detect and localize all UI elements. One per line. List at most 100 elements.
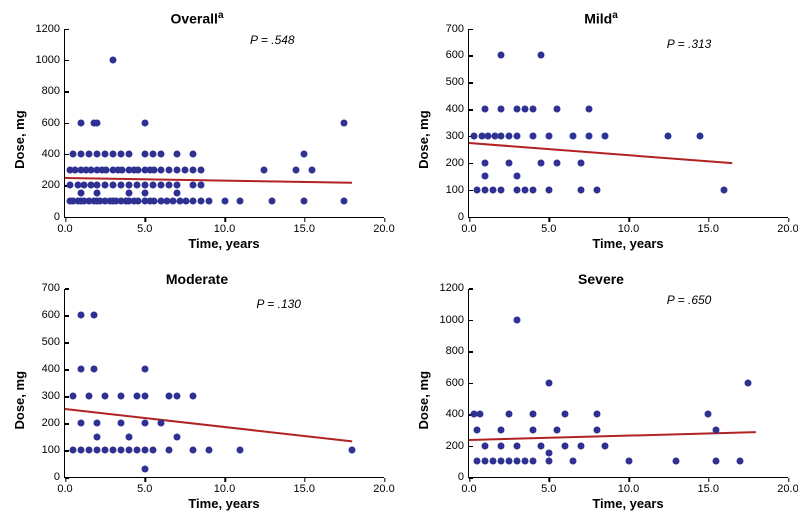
data-point [157,166,164,173]
data-point [569,458,576,465]
data-point [173,182,180,189]
data-point [165,393,172,400]
data-point [481,458,488,465]
data-point [133,447,140,454]
data-point [165,447,172,454]
x-tick: 10.0 [618,483,639,495]
data-point [481,186,488,193]
data-point [149,150,156,157]
data-point [553,426,560,433]
y-tick: 800 [429,345,464,357]
x-tick: 5.0 [541,223,556,235]
data-point [141,190,148,197]
data-point [529,458,536,465]
y-tick: 500 [25,336,60,348]
data-point [309,166,316,173]
data-point [93,119,100,126]
x-axis-label: Time, years [64,496,384,511]
plot-area: 0200400600800100012000.05.010.015.020.0P… [64,29,384,218]
data-point [77,312,84,319]
data-point [77,420,84,427]
data-point [497,106,504,113]
x-tick: 10.0 [214,483,235,495]
data-point [513,132,520,139]
trend-line [65,408,352,442]
data-point [101,150,108,157]
data-point [521,186,528,193]
title-superscript: a [218,10,224,21]
panel-moderate: ModerateDose, mg01002003004005006007000.… [10,271,384,512]
data-point [497,442,504,449]
x-tick: 0.0 [461,223,476,235]
data-point [497,426,504,433]
x-tick: 0.0 [461,483,476,495]
data-point [473,426,480,433]
plot-area: 0200400600800100012000.05.010.015.020.0P… [468,289,788,479]
data-point [197,166,204,173]
panel-title: Severe [414,271,788,287]
y-tick: 200 [25,417,60,429]
data-point [189,393,196,400]
plot-area: 01002003004005006007000.05.010.015.020.0… [64,289,384,479]
data-point [301,197,308,204]
data-point [513,106,520,113]
data-point [125,150,132,157]
data-point [593,411,600,418]
y-tick: 100 [25,444,60,456]
data-point [93,420,100,427]
data-point [66,182,73,189]
y-tick: 0 [429,211,464,223]
y-tick: 200 [429,157,464,169]
trend-line [65,177,352,184]
x-tick: 5.0 [137,483,152,495]
x-tick: 15.0 [294,483,315,495]
data-point [529,411,536,418]
data-point [189,166,196,173]
y-tick: 300 [25,390,60,402]
data-point [101,393,108,400]
data-point [497,52,504,59]
data-point [133,393,140,400]
y-tick: 600 [429,377,464,389]
data-point [529,132,536,139]
data-point [85,150,92,157]
data-point [109,56,116,63]
data-point [117,393,124,400]
data-point [561,442,568,449]
data-point [745,379,752,386]
data-point [481,442,488,449]
data-point [173,150,180,157]
data-point [69,150,76,157]
data-point [181,166,188,173]
data-point [101,182,108,189]
data-point [625,458,632,465]
x-tick: 20.0 [373,483,394,495]
panel-mild: MildaDose, mg01002003004005006007000.05.… [414,10,788,251]
plot-area: 01002003004005006007000.05.010.015.020.0… [468,29,788,218]
data-point [69,393,76,400]
data-point [125,433,132,440]
data-point [481,173,488,180]
data-point [90,366,97,373]
data-point [470,132,477,139]
data-point [157,150,164,157]
panel-title: Moderate [10,271,384,287]
x-tick: 0.0 [57,223,72,235]
y-tick: 700 [429,23,464,35]
data-point [173,433,180,440]
data-point [505,458,512,465]
data-point [157,420,164,427]
panel-overall: OverallaDose, mg0200400600800100012000.0… [10,10,384,251]
data-point [513,186,520,193]
data-point [505,411,512,418]
y-tick: 0 [25,471,60,483]
data-point [93,150,100,157]
data-point [90,312,97,319]
data-point [117,420,124,427]
data-point [545,132,552,139]
x-tick: 10.0 [214,223,235,235]
data-point [93,190,100,197]
data-point [585,132,592,139]
data-point [109,150,116,157]
y-tick: 400 [25,148,60,160]
